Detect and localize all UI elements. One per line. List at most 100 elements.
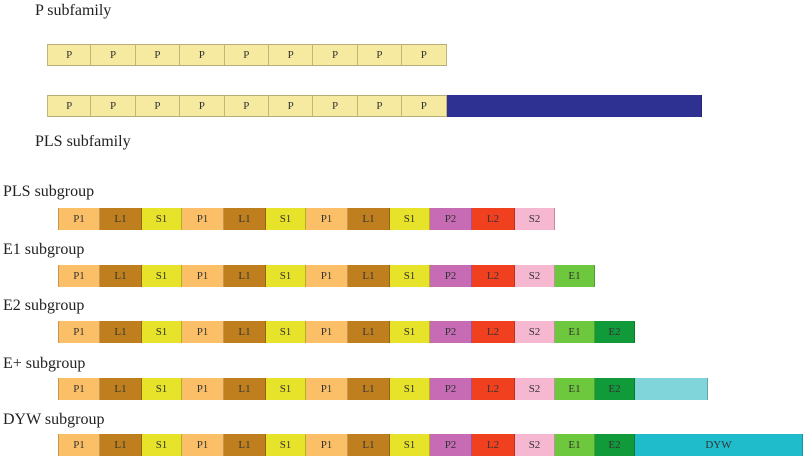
p-domain: P <box>47 44 92 66</box>
p-domain: P <box>180 95 225 117</box>
l1-domain: L1 <box>348 378 390 400</box>
s1-domain: S1 <box>142 265 182 287</box>
l1-domain: L1 <box>348 321 390 343</box>
e1-domain: E1 <box>555 434 595 456</box>
e1-domain: E1 <box>555 265 595 287</box>
l2-domain: L2 <box>472 321 515 343</box>
e2-domain: E2 <box>595 378 635 400</box>
e2-domain: E2 <box>595 321 635 343</box>
p1-domain: P1 <box>306 265 348 287</box>
p1-domain: P1 <box>182 208 224 230</box>
l1-domain: L1 <box>224 265 266 287</box>
p2-domain: P2 <box>430 378 472 400</box>
p-domain: P <box>135 44 181 66</box>
l1-domain: L1 <box>348 208 390 230</box>
s1-domain: S1 <box>266 434 306 456</box>
s1-domain: S1 <box>266 208 306 230</box>
p-domain: P <box>268 44 314 66</box>
p-subfamily-heading: P subfamily <box>35 2 112 19</box>
e1-subgroup-domain-row: P1 L1 S1 P1 L1 S1 P1 L1 S1 P2 L2 S2 E1 <box>58 265 595 287</box>
s1-domain: S1 <box>142 208 182 230</box>
dyw-domain: DYW <box>635 434 803 456</box>
p1-domain: P1 <box>58 265 100 287</box>
l1-domain: L1 <box>100 265 142 287</box>
l1-domain: L1 <box>224 208 266 230</box>
e1-subgroup-heading: E1 subgroup <box>3 241 85 258</box>
p1-domain: P1 <box>58 434 100 456</box>
dyw-subgroup-heading: DYW subgroup <box>3 411 105 428</box>
s1-domain: S1 <box>266 378 306 400</box>
e1-domain: E1 <box>555 378 595 400</box>
p-domain: P <box>357 44 403 66</box>
p-domain: P <box>224 95 269 117</box>
p1-domain: P1 <box>58 321 100 343</box>
s1-domain: S1 <box>142 434 182 456</box>
p2-domain: P2 <box>430 434 472 456</box>
l2-domain: L2 <box>472 378 515 400</box>
pls-subgroup-domain-row: P1 L1 S1 P1 L1 S1 P1 L1 S1 P2 L2 S2 <box>58 208 555 230</box>
l2-domain: L2 <box>472 208 515 230</box>
p1-domain: P1 <box>182 321 224 343</box>
l1-domain: L1 <box>348 434 390 456</box>
p1-domain: P1 <box>182 265 224 287</box>
l1-domain: L1 <box>100 321 142 343</box>
p1-domain: P1 <box>182 434 224 456</box>
eplus-subgroup-heading: E+ subgroup <box>3 355 86 372</box>
s2-domain: S2 <box>515 321 555 343</box>
p-domain: P <box>402 95 447 117</box>
s1-domain: S1 <box>142 378 182 400</box>
l2-domain: L2 <box>472 434 515 456</box>
p-domain: P <box>313 44 358 66</box>
l1-domain: L1 <box>100 378 142 400</box>
s1-domain: S1 <box>390 321 430 343</box>
p1-domain: P1 <box>306 208 348 230</box>
l1-domain: L1 <box>100 434 142 456</box>
p-domain: P <box>91 95 136 117</box>
s2-domain: S2 <box>515 265 555 287</box>
p1-domain: P1 <box>182 378 224 400</box>
s1-domain: S1 <box>390 378 430 400</box>
e2-domain: E2 <box>595 434 635 456</box>
dyw-subgroup-domain-row: P1 L1 S1 P1 L1 S1 P1 L1 S1 P2 L2 S2 E1 E2 DYW <box>58 434 803 456</box>
p1-domain: P1 <box>306 321 348 343</box>
c-terminal-domain <box>446 95 702 117</box>
p1-domain: P1 <box>58 378 100 400</box>
p-domain: P <box>402 44 447 66</box>
l1-domain: L1 <box>348 265 390 287</box>
p2-domain: P2 <box>430 321 472 343</box>
l1-domain: L1 <box>100 208 142 230</box>
p-domain: P <box>135 95 181 117</box>
p-domain: P <box>91 44 136 66</box>
p-domain: P <box>47 95 92 117</box>
s1-domain: S1 <box>390 208 430 230</box>
s2-domain: S2 <box>515 434 555 456</box>
p-domain: P <box>313 95 358 117</box>
p-domain: P <box>268 95 314 117</box>
s1-domain: S1 <box>266 265 306 287</box>
s2-domain: S2 <box>515 208 555 230</box>
p1-domain: P1 <box>306 434 348 456</box>
s1-domain: S1 <box>390 265 430 287</box>
p1-domain: P1 <box>306 378 348 400</box>
p2-domain: P2 <box>430 265 472 287</box>
e2-subgroup-domain-row: P1 L1 S1 P1 L1 S1 P1 L1 S1 P2 L2 S2 E1 E2 <box>58 321 635 343</box>
s1-domain: S1 <box>266 321 306 343</box>
p-domain: P <box>180 44 225 66</box>
l1-domain: L1 <box>224 434 266 456</box>
s1-domain: S1 <box>390 434 430 456</box>
pls-subgroup-heading: PLS subgroup <box>3 183 95 200</box>
e1-domain: E1 <box>555 321 595 343</box>
eplus-domain <box>635 378 708 400</box>
eplus-subgroup-domain-row: P1 L1 S1 P1 L1 S1 P1 L1 S1 P2 L2 S2 E1 E2 <box>58 378 708 400</box>
l2-domain: L2 <box>472 265 515 287</box>
p1-domain: P1 <box>58 208 100 230</box>
l1-domain: L1 <box>224 378 266 400</box>
pls-subfamily-heading: PLS subfamily <box>35 133 131 150</box>
e2-subgroup-heading: E2 subgroup <box>3 297 85 314</box>
p-domain: P <box>224 44 269 66</box>
s2-domain: S2 <box>515 378 555 400</box>
p2-domain: P2 <box>430 208 472 230</box>
p-domain: P <box>357 95 403 117</box>
